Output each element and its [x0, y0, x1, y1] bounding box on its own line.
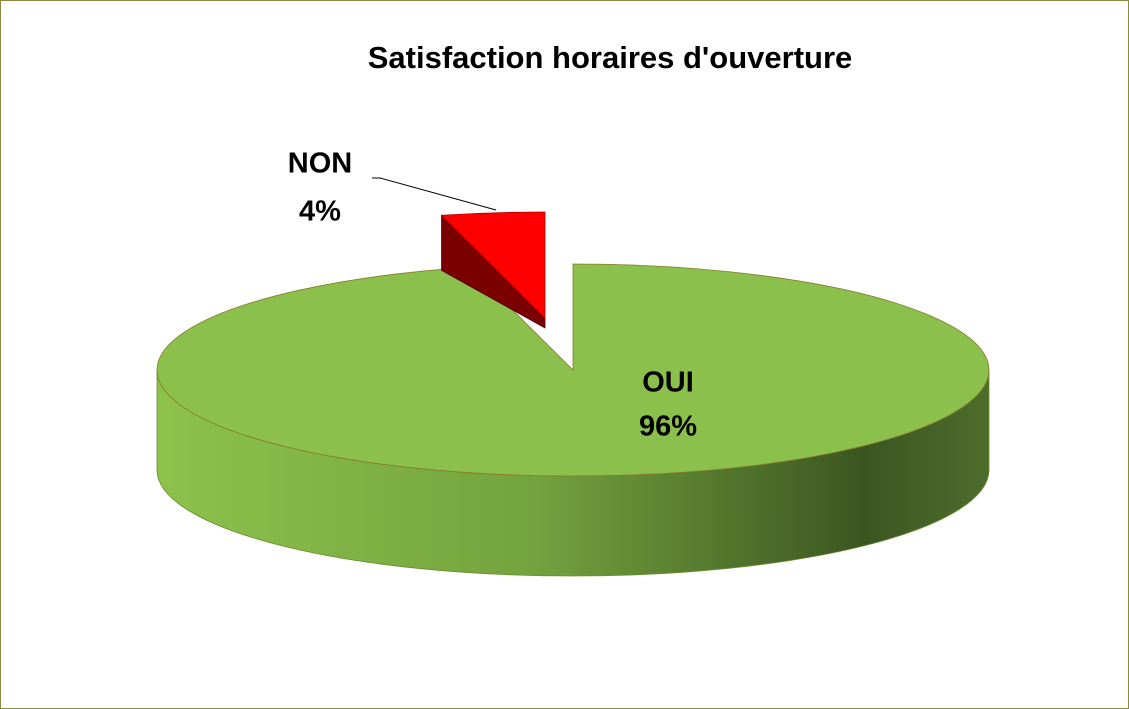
pie-slice: [156, 263, 990, 477]
slice-label: OUI: [642, 367, 694, 399]
slice-value-label: 4%: [299, 196, 341, 228]
pie-slice: [440, 211, 546, 319]
slice-value-label: 96%: [639, 411, 697, 443]
slice-label: NON: [288, 148, 352, 180]
leader-line: [372, 177, 497, 211]
chart-title: Satisfaction horaires d'ouverture: [368, 40, 853, 75]
